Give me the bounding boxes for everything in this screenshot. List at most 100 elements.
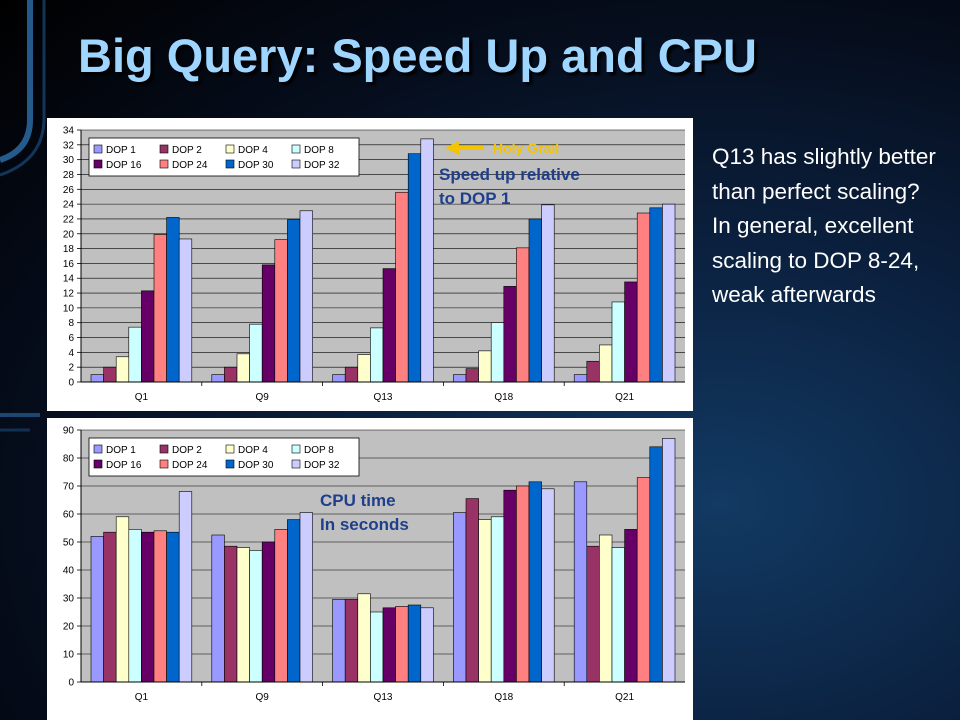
bar xyxy=(178,491,193,683)
bar xyxy=(178,238,193,383)
bar xyxy=(662,203,676,383)
x-tick-label: Q18 xyxy=(494,692,513,703)
y-tick-label: 16 xyxy=(63,259,75,270)
bar xyxy=(274,239,288,383)
legend-label: DOP 4 xyxy=(238,145,268,156)
bar xyxy=(624,281,638,383)
x-tick-label: Q18 xyxy=(494,392,513,403)
legend-label: DOP 30 xyxy=(238,160,274,171)
bar xyxy=(211,534,225,683)
y-tick-label: 14 xyxy=(63,274,75,285)
bar xyxy=(649,207,663,383)
bar xyxy=(224,366,238,383)
bar xyxy=(357,593,371,683)
y-tick-label: 28 xyxy=(63,170,75,181)
bar xyxy=(370,327,384,383)
bar xyxy=(287,519,301,683)
x-tick-label: Q21 xyxy=(615,392,634,403)
bar xyxy=(453,374,467,383)
bar xyxy=(516,247,530,383)
y-tick-label: 2 xyxy=(68,363,74,374)
y-tick-label: 80 xyxy=(63,454,75,465)
y-tick-label: 12 xyxy=(63,289,75,300)
y-tick-label: 20 xyxy=(63,229,75,240)
y-tick-label: 18 xyxy=(63,244,75,255)
legend-swatch xyxy=(93,459,103,469)
y-tick-label: 10 xyxy=(63,303,75,314)
x-tick-label: Q21 xyxy=(615,692,634,703)
bar xyxy=(465,498,479,683)
bar xyxy=(599,344,613,383)
legend-label: DOP 16 xyxy=(106,160,142,171)
holy-grail-label: Holy Grail xyxy=(493,140,559,156)
cpu-chart-panel: 0 10 20 30 40 50 60 70 80 90 Q1 Q9 Q13 Q18 Q21 DOP 1 DO… xyxy=(47,418,693,720)
bar xyxy=(649,446,663,683)
bar xyxy=(153,234,167,383)
bar xyxy=(407,604,422,683)
bar xyxy=(287,219,301,383)
speedup-annotation-line1: Speed up relative xyxy=(439,165,580,184)
bar xyxy=(541,488,555,683)
y-tick-label: 32 xyxy=(63,140,75,151)
bar xyxy=(115,356,130,383)
x-tick-label: Q1 xyxy=(135,692,149,703)
y-tick-label: 40 xyxy=(63,566,75,577)
bar xyxy=(211,374,225,383)
x-tick-label: Q9 xyxy=(256,392,270,403)
bar xyxy=(344,599,359,683)
bar xyxy=(528,218,542,383)
legend-box xyxy=(88,137,360,177)
y-tick-label: 70 xyxy=(63,482,75,493)
legend-label: DOP 24 xyxy=(172,160,208,171)
x-tick-label: Q1 xyxy=(135,392,149,403)
bar xyxy=(299,210,313,383)
legend-label: DOP 8 xyxy=(304,445,334,456)
bar xyxy=(166,531,180,683)
bar xyxy=(528,481,542,683)
bar xyxy=(490,516,505,683)
legend-label: DOP 4 xyxy=(238,445,268,456)
bar xyxy=(128,529,142,683)
y-tick-label: 24 xyxy=(63,200,75,211)
bar xyxy=(611,547,625,683)
bar xyxy=(370,611,384,683)
slide-title: Big Query: Speed Up and CPU xyxy=(78,29,757,82)
legend-label: DOP 24 xyxy=(172,460,208,471)
bar xyxy=(153,530,167,683)
bar xyxy=(407,153,422,383)
x-tick-label: Q13 xyxy=(374,692,393,703)
bar xyxy=(420,138,434,383)
y-tick-label: 0 xyxy=(68,378,74,389)
y-tick-label: 20 xyxy=(63,622,75,633)
bar xyxy=(586,360,600,383)
holy-grail-arrow-head xyxy=(445,141,459,155)
legend-label: DOP 8 xyxy=(304,145,334,156)
cpu-annotation-line1: CPU time xyxy=(320,491,396,510)
notes-panel: Q13 has slightly better than perfect sca… xyxy=(712,140,952,313)
y-tick-label: 50 xyxy=(63,538,75,549)
x-tick-label: Q9 xyxy=(256,692,270,703)
x-tick-label: Q13 xyxy=(374,392,393,403)
bar xyxy=(103,366,117,383)
bar xyxy=(90,536,104,683)
y-tick-label: 22 xyxy=(63,214,75,225)
note-q13-scaling: Q13 has slightly better than perfect sca… xyxy=(712,144,936,204)
y-tick-label: 30 xyxy=(63,155,75,166)
bar xyxy=(274,529,288,683)
legend-swatch xyxy=(225,159,235,169)
y-tick-label: 34 xyxy=(63,126,75,137)
bar xyxy=(453,512,467,683)
legend-label: DOP 1 xyxy=(106,145,136,156)
bar xyxy=(249,550,263,683)
y-tick-label: 30 xyxy=(63,594,75,605)
legend-swatch xyxy=(159,144,169,154)
bar xyxy=(478,519,492,683)
bar xyxy=(541,204,555,383)
bar xyxy=(166,217,180,383)
bar xyxy=(382,607,396,683)
legend-label: DOP 16 xyxy=(106,460,142,471)
bar xyxy=(90,374,104,383)
legend-swatch xyxy=(291,159,301,169)
bar xyxy=(103,531,117,683)
bar xyxy=(465,368,479,383)
